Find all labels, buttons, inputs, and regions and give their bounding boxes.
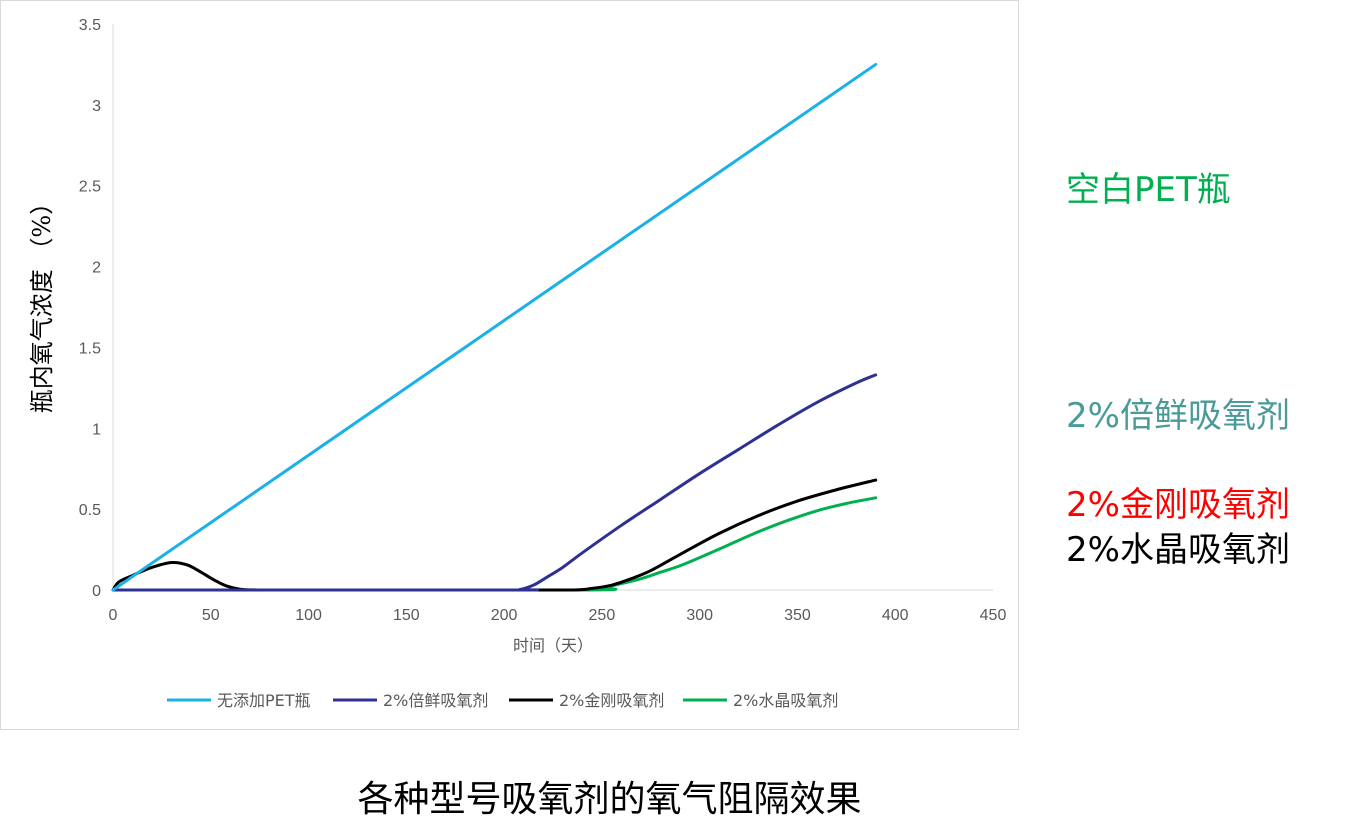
y-axis-title: 瓶内氧气浓度 （%）	[28, 191, 56, 413]
line-chart: 0 0.5 1 1.5 2 2.5 3 3.5 0 50 100 150 200 250 300 350 400…	[28, 17, 1007, 710]
legend-label-3: 2%水晶吸氧剂	[733, 691, 838, 710]
y-tick-label: 2.5	[79, 179, 101, 196]
series-line-1	[111, 373, 878, 592]
x-tick-label: 150	[393, 607, 420, 624]
y-tick-label: 0.5	[79, 502, 101, 519]
y-tick-label: 0	[92, 583, 101, 600]
side-label-beixian: 2%倍鲜吸氧剂	[1066, 396, 1290, 436]
side-label-jingang: 2%金刚吸氧剂	[1066, 485, 1290, 525]
x-tick-label: 100	[295, 607, 322, 624]
y-tick-label: 1.5	[79, 340, 101, 357]
x-tick-label: 200	[491, 607, 518, 624]
side-label-shuijing: 2%水晶吸氧剂	[1066, 530, 1290, 570]
series-line-0	[111, 62, 878, 592]
x-axis-title: 时间（天）	[513, 636, 593, 655]
series-line-2	[111, 478, 878, 592]
x-tick-label: 250	[589, 607, 616, 624]
y-tick-label: 1	[92, 421, 101, 438]
x-tick-label: 400	[882, 607, 909, 624]
legend-label-2: 2%金刚吸氧剂	[559, 691, 664, 710]
y-tick-label: 3	[92, 98, 101, 115]
y-tick-label: 2	[92, 260, 101, 277]
chart-frame	[0, 0, 1019, 730]
y-tick-label: 3.5	[79, 17, 101, 34]
x-tick-label: 50	[202, 607, 220, 624]
side-label-blank-pet: 空白PET瓶	[1066, 170, 1231, 210]
x-tick-label: 450	[980, 607, 1007, 624]
legend-label-1: 2%倍鲜吸氧剂	[383, 691, 488, 710]
figure-caption: 各种型号吸氧剂的氧气阻隔效果	[357, 779, 862, 820]
x-tick-label: 300	[686, 607, 713, 624]
x-tick-label: 350	[784, 607, 811, 624]
x-tick-label: 0	[109, 607, 118, 624]
legend-label-0: 无添加PET瓶	[217, 691, 311, 710]
